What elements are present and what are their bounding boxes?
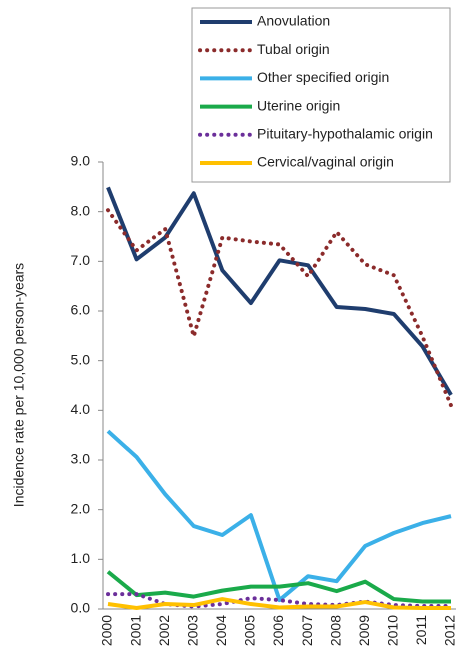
y-tick-label: 9.0 (71, 153, 91, 169)
y-axis-label: Incidence rate per 10,000 person-years (11, 263, 27, 507)
x-tick-label: 2006 (270, 615, 286, 646)
legend-label: Other specified origin (257, 69, 389, 85)
x-tick-label: 2009 (356, 615, 372, 646)
y-tick-label: 6.0 (71, 302, 91, 318)
x-tick-label: 2008 (327, 615, 343, 646)
legend-label: Anovulation (257, 13, 330, 29)
x-tick-label: 2010 (385, 615, 401, 646)
series-line (106, 429, 452, 603)
legend-label: Pituitary-hypothalamic origin (257, 126, 433, 142)
legend-label: Tubal origin (257, 41, 330, 57)
series-line (106, 186, 453, 396)
legend-box (191, 7, 451, 183)
series-line (107, 597, 451, 611)
y-tick-label: 4.0 (71, 401, 91, 417)
y-tick-label: 7.0 (71, 252, 91, 268)
y-tick-label: 8.0 (71, 202, 91, 218)
y-tick-label: 3.0 (71, 451, 91, 467)
x-tick-label: 2012 (442, 615, 458, 646)
y-tick-label: 5.0 (71, 351, 91, 367)
x-tick-label: 2002 (156, 615, 172, 646)
legend-label: Uterine origin (257, 97, 340, 113)
legend-label: Cervical/vaginal origin (257, 154, 394, 170)
x-tick-label: 2003 (184, 615, 200, 646)
x-tick-label: 2001 (127, 615, 143, 646)
x-tick-label: 2007 (299, 615, 315, 646)
x-tick-label: 2011 (413, 615, 429, 645)
x-tick-label: 2004 (213, 615, 229, 646)
y-tick-label: 1.0 (71, 550, 91, 566)
x-tick-label: 2005 (242, 615, 258, 646)
y-tick-label: 2.0 (71, 500, 91, 516)
x-tick-label: 2000 (99, 615, 115, 646)
series-line (106, 570, 451, 604)
y-tick-label: 0.0 (71, 600, 91, 616)
series-line (106, 208, 453, 408)
